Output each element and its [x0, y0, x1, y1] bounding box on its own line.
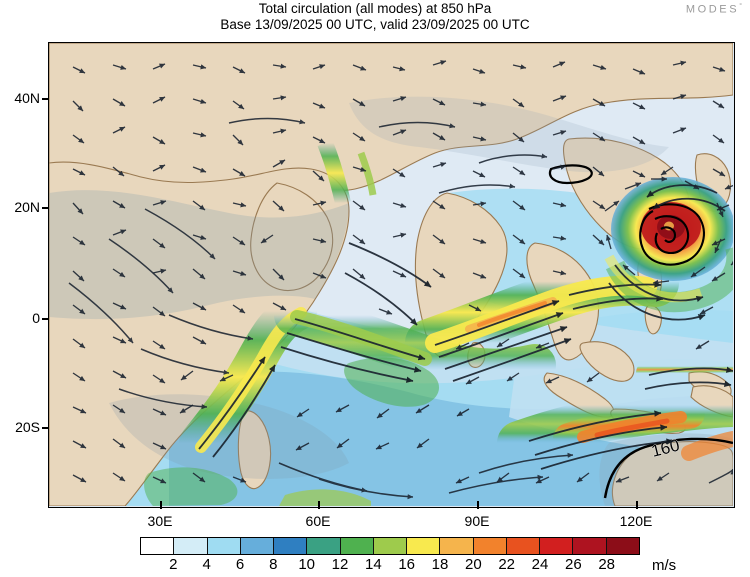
colorbar-segment-7	[373, 538, 408, 554]
x-tick-90e	[477, 501, 479, 509]
colorbar-swatches	[140, 537, 640, 555]
colorbar-segment-13	[573, 538, 607, 554]
colorbar-tick-14: 14	[364, 556, 382, 573]
y-tick-label-0: 0	[32, 310, 40, 326]
y-tick-20n	[42, 207, 49, 209]
colorbar-segment-9	[440, 538, 474, 554]
title-line-1: Total circulation (all modes) at 850 hPa	[258, 1, 492, 16]
colorbar-segment-3	[240, 538, 275, 554]
colorbar-tick-18: 18	[431, 556, 449, 573]
y-tick-label-40n: 40N	[14, 90, 40, 106]
colorbar-tick-28: 28	[598, 556, 615, 573]
contour-tibet	[548, 164, 593, 185]
title-line-2: Base 13/09/2025 00 UTC, valid 23/09/2025…	[220, 16, 530, 32]
colorbar-segment-0	[141, 538, 175, 554]
page-title: Total circulation (all modes) at 850 hPa…	[0, 0, 750, 32]
x-tick-label-60e: 60E	[305, 513, 331, 529]
colorbar-tick-4: 4	[202, 556, 211, 573]
colorbar-segment-14	[606, 538, 639, 554]
modes-logo: MODES°	[686, 3, 742, 16]
colorbar-segment-11	[506, 538, 541, 554]
colorbar-tick-12: 12	[331, 556, 349, 573]
colorbar-tick-10: 10	[298, 556, 315, 573]
colorbar-segment-4	[274, 538, 308, 554]
y-tick-0	[42, 318, 49, 320]
colorbar-segment-8	[407, 538, 441, 554]
y-tick-40n	[42, 98, 49, 100]
colorbar-tick-8: 8	[269, 556, 278, 573]
weather-map: 160	[49, 43, 733, 506]
x-tick-30e	[160, 501, 162, 509]
colorbar-tick-24: 24	[531, 556, 549, 573]
colorbar-tick-16: 16	[398, 556, 415, 573]
x-tick-label-90e: 90E	[464, 513, 490, 529]
x-tick-120e	[636, 501, 638, 509]
colorbar-tick-26: 26	[564, 556, 582, 573]
colorbar-tick-2: 2	[169, 556, 178, 573]
colorbar-segment-5	[307, 538, 341, 554]
colorbar-segment-2	[207, 538, 241, 554]
map-plot-area: 160	[48, 42, 735, 508]
x-tick-60e	[318, 501, 320, 509]
colorbar-tick-labels: 2 4 6 8 10 12 14 16 18 20 22 24 26 28	[140, 555, 640, 577]
colorbar-segment-1	[174, 538, 208, 554]
x-tick-label-120e: 120E	[619, 513, 653, 529]
y-tick-label-20s: 20S	[15, 419, 40, 435]
colorbar: 2 4 6 8 10 12 14 16 18 20 22 24 26 28	[140, 537, 640, 577]
colorbar-unit-label: m/s	[652, 557, 677, 574]
colorbar-segment-12	[540, 538, 574, 554]
colorbar-segment-10	[473, 538, 507, 554]
modes-logo-mark: °	[739, 3, 742, 10]
colorbar-segment-6	[340, 538, 374, 554]
y-tick-20s	[42, 427, 49, 429]
wind-vector-field	[72, 60, 733, 484]
y-tick-label-20n: 20N	[14, 199, 40, 215]
colorbar-tick-6: 6	[235, 556, 245, 573]
colorbar-tick-20: 20	[464, 556, 482, 573]
modes-logo-text: MODES	[685, 3, 740, 16]
x-tick-label-30e: 30E	[147, 513, 173, 529]
colorbar-tick-22: 22	[498, 556, 515, 573]
